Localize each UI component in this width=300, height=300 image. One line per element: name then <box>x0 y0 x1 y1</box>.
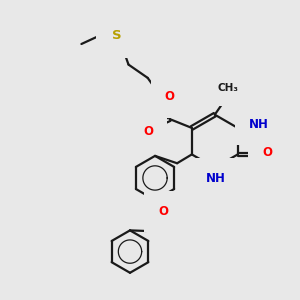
Text: O: O <box>158 205 168 218</box>
Text: O: O <box>262 146 272 159</box>
Text: S: S <box>112 29 122 42</box>
Text: NH: NH <box>206 172 226 185</box>
Text: CH₃: CH₃ <box>218 83 239 93</box>
Text: NH: NH <box>249 118 269 131</box>
Text: O: O <box>143 125 153 138</box>
Text: O: O <box>165 91 175 103</box>
